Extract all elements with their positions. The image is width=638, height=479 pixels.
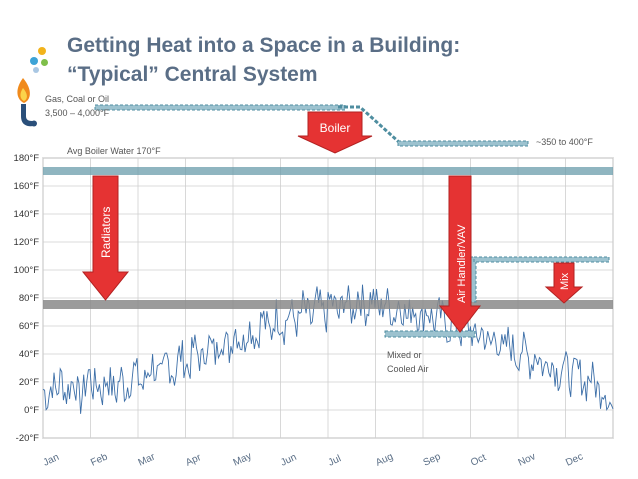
air-handler-arrow xyxy=(438,175,482,333)
y-tick-label: -20°F xyxy=(16,433,40,444)
air-handler-label: Air Handler/VAV xyxy=(456,224,468,303)
y-axis: -20°F 0°F 20°F 40°F 60°F 80°F 100°F 120°F 140°F 1… xyxy=(14,153,40,444)
temperature-series xyxy=(42,284,614,414)
radiators-label: Radiators xyxy=(99,207,113,258)
x-tick-label: Feb xyxy=(89,451,110,468)
y-tick-label: 80°F xyxy=(19,293,39,304)
x-tick-label: Sep xyxy=(422,451,443,469)
dot-yellow-icon xyxy=(38,47,46,55)
temperature-line xyxy=(42,284,614,414)
dot-blue-icon xyxy=(30,57,38,65)
y-tick-label: 100°F xyxy=(14,265,40,276)
x-tick-label: Dec xyxy=(564,451,585,468)
supply-temp-label: ~350 to 400°F xyxy=(536,137,593,147)
fuel-label-2: 3,500 – 4,000°F xyxy=(45,108,110,118)
x-tick-label: Jul xyxy=(327,453,343,468)
boiler-arrow xyxy=(297,111,373,154)
x-tick-label: Aug xyxy=(374,451,395,468)
title-line-2: “Typical” Central System xyxy=(67,63,318,86)
flame-icon xyxy=(17,78,37,127)
y-tick-label: 140°F xyxy=(14,209,40,220)
mixed-air-label-1: Mixed or xyxy=(387,350,422,360)
y-tick-label: 60°F xyxy=(19,321,39,332)
dot-green-icon xyxy=(41,59,48,66)
y-tick-label: 20°F xyxy=(19,377,39,388)
y-tick-label: 0°F xyxy=(24,405,39,416)
x-axis: Jan Feb Mar Apr May Jun Jul Aug Sep Oct Nov Dec xyxy=(42,451,585,469)
mixed-air-label-2: Cooled Air xyxy=(387,364,429,374)
x-tick-label: May xyxy=(232,451,254,469)
x-tick-label: Oct xyxy=(469,452,488,469)
radiators-arrow xyxy=(81,175,130,301)
title-line-1: Getting Heat into a Space in a Building: xyxy=(67,34,461,57)
y-tick-label: 120°F xyxy=(14,237,40,248)
y-tick-label: 180°F xyxy=(14,153,40,164)
flow-lines xyxy=(94,104,610,338)
y-tick-label: 160°F xyxy=(14,181,40,192)
x-tick-label: Jun xyxy=(279,452,298,469)
x-tick-label: Nov xyxy=(517,451,538,468)
radiator-band xyxy=(43,300,613,309)
dot-light-icon xyxy=(33,67,39,73)
x-tick-label: Mar xyxy=(137,451,158,469)
y-tick-label: 40°F xyxy=(19,349,39,360)
mix-label: Mix xyxy=(559,272,571,290)
boiler-water-band xyxy=(43,167,613,175)
x-tick-label: Apr xyxy=(184,452,203,469)
fuel-label-1: Gas, Coal or Oil xyxy=(45,94,110,104)
avg-boiler-water-label: Avg Boiler Water 170°F xyxy=(67,146,161,156)
x-tick-label: Jan xyxy=(42,452,61,469)
mix-arrow xyxy=(544,262,584,304)
boiler-label: Boiler xyxy=(320,121,351,135)
